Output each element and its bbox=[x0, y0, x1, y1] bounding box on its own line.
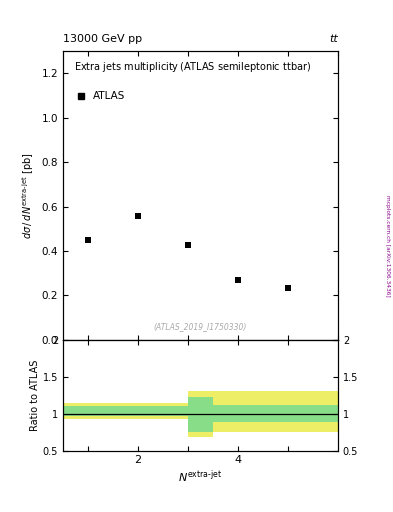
X-axis label: $N^{\mathrm{extra\text{-}jet}}$: $N^{\mathrm{extra\text{-}jet}}$ bbox=[178, 468, 222, 485]
Text: (ATLAS_2019_I1750330): (ATLAS_2019_I1750330) bbox=[154, 322, 247, 331]
Text: tt: tt bbox=[329, 34, 338, 44]
Y-axis label: Ratio to ATLAS: Ratio to ATLAS bbox=[30, 359, 40, 431]
Text: Extra jets multiplicity$\,$(ATLAS semileptonic ttbar): Extra jets multiplicity$\,$(ATLAS semile… bbox=[74, 60, 311, 74]
Text: mcplots.cern.ch [arXiv:1306.3436]: mcplots.cern.ch [arXiv:1306.3436] bbox=[385, 195, 389, 296]
Text: ATLAS: ATLAS bbox=[93, 91, 125, 101]
Text: 13000 GeV pp: 13000 GeV pp bbox=[63, 34, 142, 44]
Y-axis label: $d\sigma\,/\,dN^{\mathrm{extra\text{-}jet}}$ [pb]: $d\sigma\,/\,dN^{\mathrm{extra\text{-}je… bbox=[20, 152, 36, 239]
